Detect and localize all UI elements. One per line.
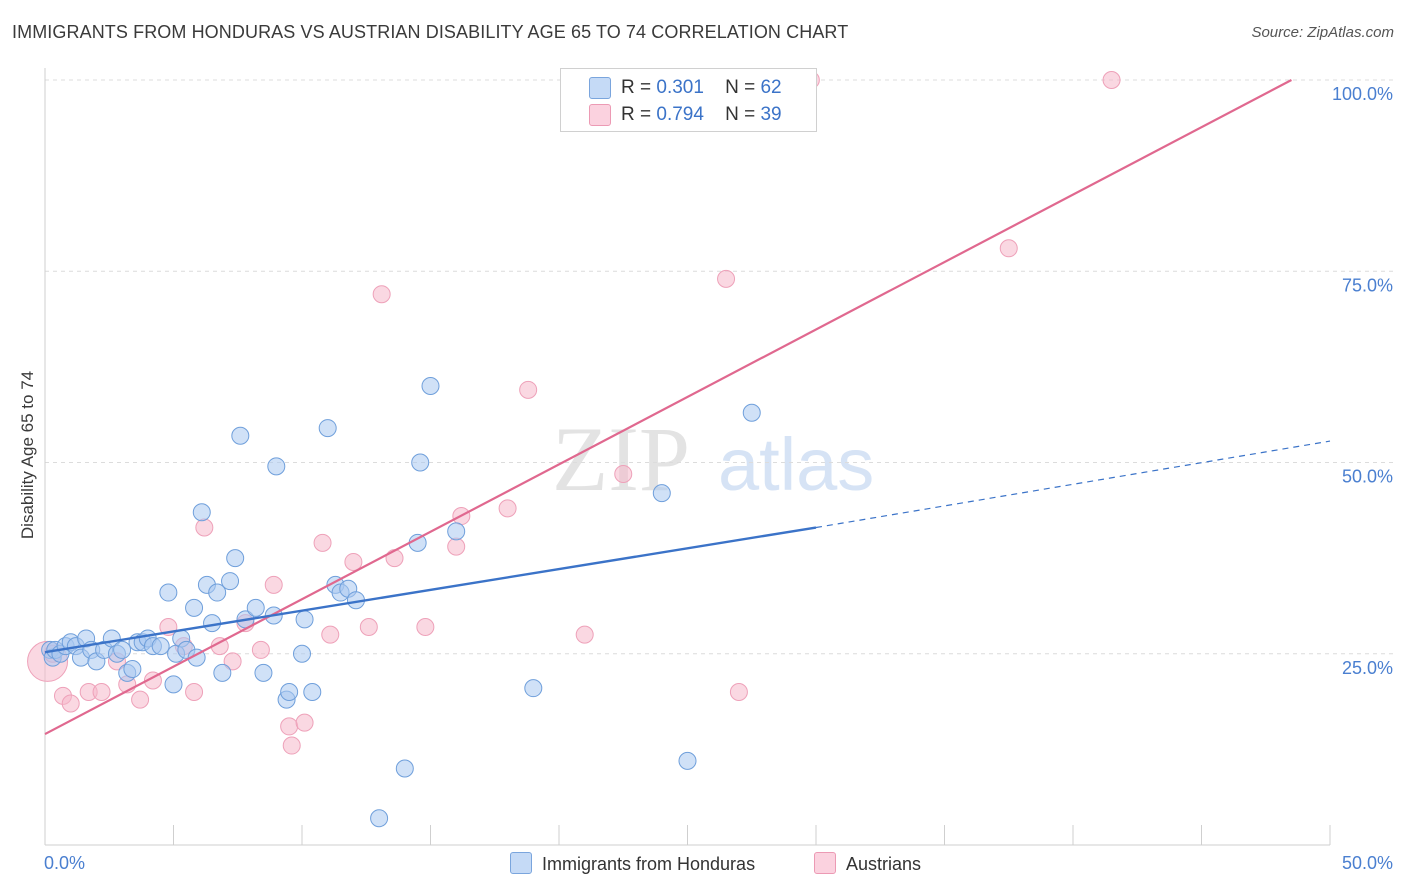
legend-n-label: N =: [725, 77, 756, 98]
austrians-point: [372, 285, 391, 304]
honduras-point: [295, 610, 314, 629]
honduras-point: [303, 683, 322, 701]
y-axis-label: Disability Age 65 to 74: [18, 370, 37, 540]
honduras-point: [226, 549, 245, 568]
legend-item-austrians: Austrians: [814, 852, 921, 875]
austrians-point: [264, 575, 283, 594]
y-tick-label: 75.0%: [1342, 275, 1393, 295]
austrians-point: [385, 549, 404, 568]
legend-r-label: R =: [621, 77, 652, 98]
austrians-point: [195, 518, 214, 537]
watermark: ZIP atlas: [552, 408, 874, 510]
honduras-point: [652, 484, 671, 503]
legend-swatch-austrians: [589, 104, 611, 126]
watermark-atlas: atlas: [718, 423, 874, 506]
honduras-point: [123, 660, 142, 679]
legend-swatch-honduras: [589, 77, 611, 99]
austrians-point: [498, 499, 517, 518]
correlation-legend: R = 0.301 N = 62 R = 0.794 N = 39: [560, 68, 817, 132]
x-tick-label: 50.0%: [1342, 853, 1393, 873]
chart-title: IMMIGRANTS FROM HONDURAS VS AUSTRIAN DIS…: [12, 22, 849, 42]
austrians-point: [447, 537, 466, 556]
austrians-point: [61, 694, 80, 713]
austrians-point: [92, 683, 111, 701]
honduras-point: [164, 675, 183, 694]
austrians-point: [614, 464, 633, 483]
honduras-point: [208, 583, 227, 602]
y-tick-label: 25.0%: [1342, 658, 1393, 678]
austrians-point: [321, 625, 340, 644]
legend-n-value: 62: [760, 77, 782, 98]
legend-item-honduras: Immigrants from Honduras: [510, 852, 755, 875]
honduras-point: [742, 403, 761, 422]
honduras-point: [447, 522, 466, 541]
legend-swatch-austrians: [814, 852, 836, 874]
austrians-point: [416, 617, 435, 636]
austrians-trend-line: [44, 79, 1292, 736]
trend-lines: [44, 79, 1331, 736]
legend-r-label: R =: [621, 104, 652, 125]
legend-n-value: 39: [760, 104, 782, 125]
austrians-point: [131, 690, 150, 709]
austrians-point: [280, 717, 299, 736]
honduras-point: [113, 640, 132, 659]
chart-source: Source: ZipAtlas.com: [1251, 24, 1394, 41]
honduras-point: [185, 598, 204, 617]
axes: [44, 68, 1331, 846]
honduras-point: [213, 663, 232, 682]
tick-labels: 25.0% 50.0% 75.0% 100.0% 0.0% 50.0%: [44, 84, 1393, 873]
honduras-point: [151, 637, 170, 656]
honduras-point: [524, 679, 543, 698]
austrians-point: [999, 239, 1018, 258]
austrians-point: [519, 380, 538, 399]
legend-swatch-honduras: [510, 852, 532, 874]
honduras-point: [395, 759, 414, 778]
honduras-point: [254, 663, 273, 682]
honduras-point: [421, 377, 440, 395]
austrians-point: [185, 683, 204, 701]
austrians-point: [344, 552, 363, 571]
honduras-point: [192, 503, 211, 522]
y-tick-label: 100.0%: [1332, 84, 1393, 104]
legend-r-value: 0.794: [656, 104, 704, 125]
austrians-point: [251, 640, 270, 659]
x-tick-label: 0.0%: [44, 853, 85, 873]
grid: [45, 79, 1395, 655]
honduras-point: [370, 809, 389, 828]
honduras-point: [267, 457, 286, 476]
honduras-points: [41, 377, 761, 828]
honduras-trend-line: [44, 526, 817, 654]
austrians-point: [717, 269, 736, 288]
legend-n-label: N =: [725, 104, 756, 125]
honduras-point: [280, 683, 299, 701]
honduras-point: [678, 751, 697, 770]
austrians-point: [359, 617, 378, 636]
austrians-point: [575, 625, 594, 644]
honduras-point: [159, 583, 178, 602]
austrians-point: [223, 652, 242, 671]
austrians-point: [729, 683, 748, 701]
honduras-point: [246, 598, 265, 617]
y-tick-label: 50.0%: [1342, 467, 1393, 487]
honduras-point: [411, 453, 430, 472]
honduras-trend-extension: [815, 440, 1331, 529]
legend-label-honduras: Immigrants from Honduras: [542, 854, 756, 874]
austrians-point: [1102, 71, 1121, 89]
legend-r-value: 0.301: [656, 77, 704, 98]
austrians-point: [295, 713, 314, 732]
austrians-point: [282, 736, 301, 755]
austrians-point: [313, 533, 332, 552]
legend-label-austrians: Austrians: [846, 854, 922, 874]
honduras-point: [221, 572, 240, 591]
honduras-point: [293, 644, 311, 663]
honduras-point: [318, 419, 337, 438]
honduras-point: [231, 426, 250, 445]
